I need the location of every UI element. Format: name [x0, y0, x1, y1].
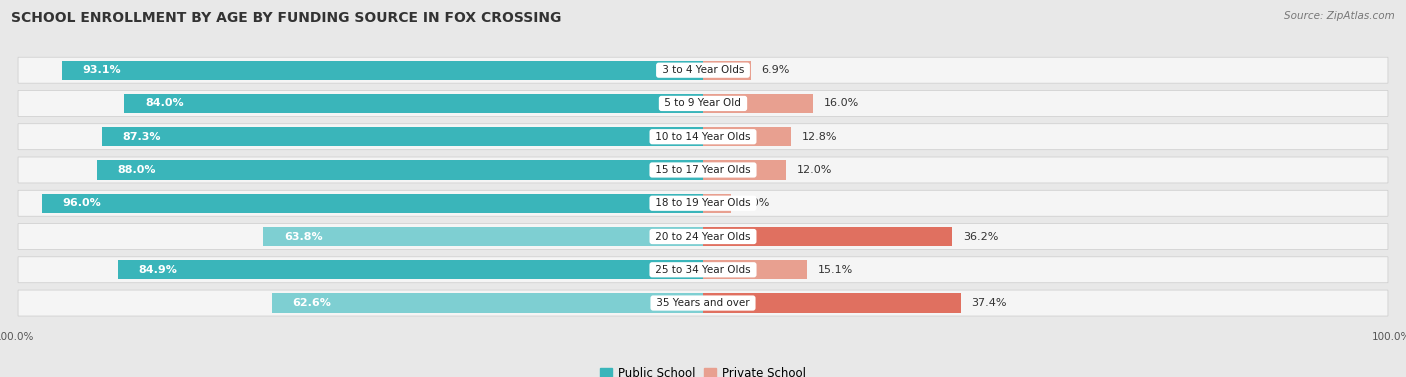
Text: 3 to 4 Year Olds: 3 to 4 Year Olds [658, 65, 748, 75]
Text: 36.2%: 36.2% [963, 231, 998, 242]
Bar [703, 94, 813, 113]
Bar [263, 227, 703, 246]
Bar [62, 61, 703, 80]
Text: SCHOOL ENROLLMENT BY AGE BY FUNDING SOURCE IN FOX CROSSING: SCHOOL ENROLLMENT BY AGE BY FUNDING SOUR… [11, 11, 561, 25]
FancyBboxPatch shape [18, 290, 1388, 316]
Text: 15.1%: 15.1% [818, 265, 853, 275]
Text: 12.0%: 12.0% [797, 165, 832, 175]
FancyBboxPatch shape [18, 257, 1388, 283]
Text: 87.3%: 87.3% [122, 132, 160, 142]
FancyBboxPatch shape [18, 90, 1388, 116]
Text: 10 to 14 Year Olds: 10 to 14 Year Olds [652, 132, 754, 142]
Text: 25 to 34 Year Olds: 25 to 34 Year Olds [652, 265, 754, 275]
Text: 5 to 9 Year Old: 5 to 9 Year Old [661, 98, 745, 109]
Text: 63.8%: 63.8% [284, 231, 323, 242]
Bar [124, 94, 703, 113]
Text: 88.0%: 88.0% [118, 165, 156, 175]
Text: 16.0%: 16.0% [824, 98, 859, 109]
Text: 37.4%: 37.4% [972, 298, 1007, 308]
Bar [97, 160, 703, 179]
Text: 4.0%: 4.0% [741, 198, 770, 208]
Legend: Public School, Private School: Public School, Private School [595, 362, 811, 377]
FancyBboxPatch shape [18, 124, 1388, 150]
Bar [118, 260, 703, 279]
Bar [42, 194, 703, 213]
Text: 84.0%: 84.0% [145, 98, 184, 109]
Text: 96.0%: 96.0% [62, 198, 101, 208]
FancyBboxPatch shape [18, 157, 1388, 183]
Text: 93.1%: 93.1% [83, 65, 121, 75]
Text: 12.8%: 12.8% [803, 132, 838, 142]
Bar [271, 293, 703, 313]
FancyBboxPatch shape [18, 190, 1388, 216]
Text: 15 to 17 Year Olds: 15 to 17 Year Olds [652, 165, 754, 175]
Bar [703, 293, 960, 313]
Text: Source: ZipAtlas.com: Source: ZipAtlas.com [1284, 11, 1395, 21]
Bar [703, 227, 952, 246]
FancyBboxPatch shape [18, 224, 1388, 250]
Bar [101, 127, 703, 146]
Bar [703, 260, 807, 279]
Bar [703, 160, 786, 179]
Bar [703, 61, 751, 80]
FancyBboxPatch shape [18, 57, 1388, 83]
Text: 20 to 24 Year Olds: 20 to 24 Year Olds [652, 231, 754, 242]
Text: 35 Years and over: 35 Years and over [652, 298, 754, 308]
Text: 62.6%: 62.6% [292, 298, 332, 308]
Bar [703, 127, 792, 146]
Text: 84.9%: 84.9% [139, 265, 177, 275]
Text: 6.9%: 6.9% [762, 65, 790, 75]
Text: 18 to 19 Year Olds: 18 to 19 Year Olds [652, 198, 754, 208]
Bar [703, 194, 731, 213]
